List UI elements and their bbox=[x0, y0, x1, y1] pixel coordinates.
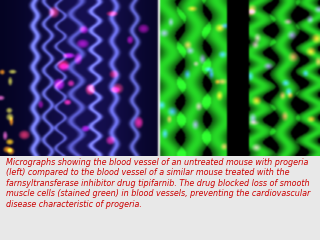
Text: Micrographs showing the blood vessel of an untreated mouse with progeria (left) : Micrographs showing the blood vessel of … bbox=[6, 158, 311, 209]
